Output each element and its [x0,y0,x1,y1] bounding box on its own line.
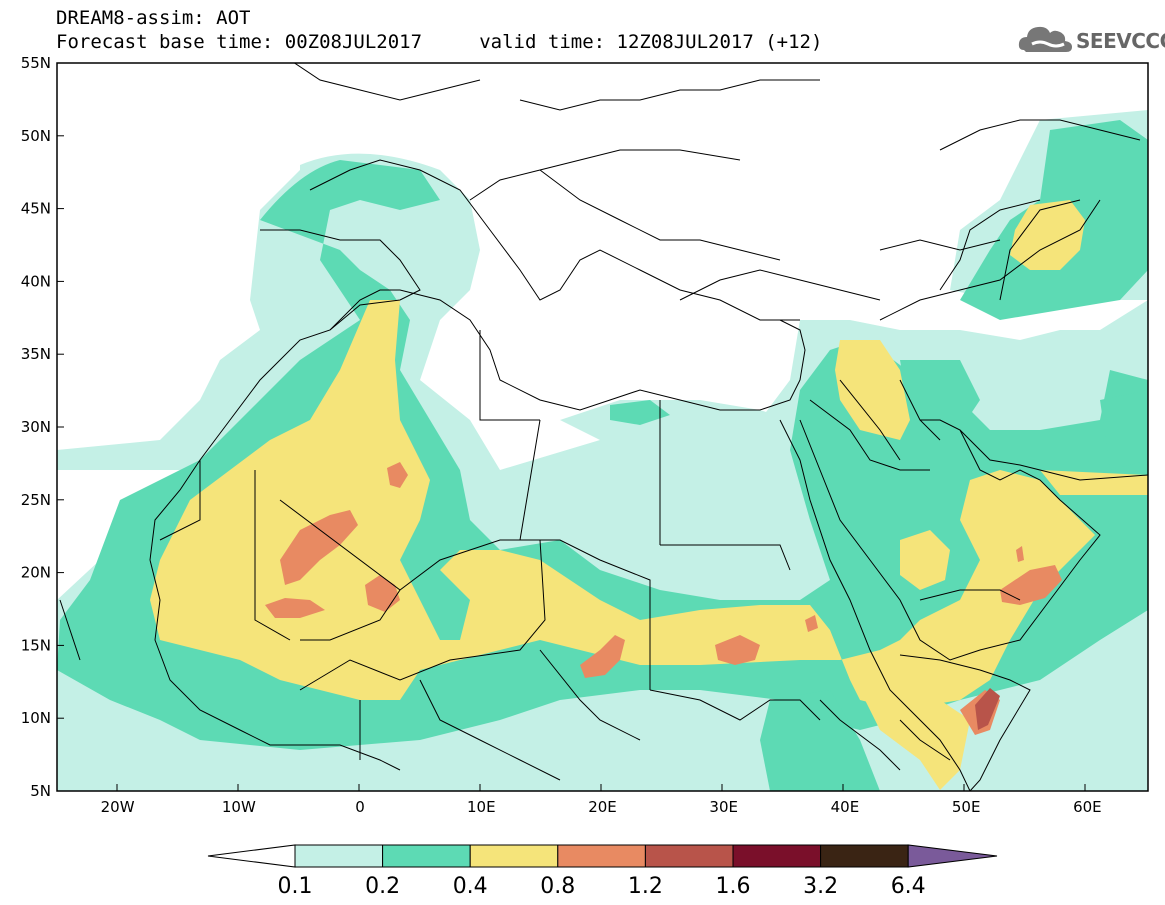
y-tick-label: 30N [21,418,51,436]
colorbar-swatch [820,844,909,868]
logo-text: SEEVCCC [1076,29,1165,53]
colorbar-level-label: 0.4 [453,874,488,899]
aot-layer-0.8 [265,462,1062,735]
seevccc-logo: SEEVCCC [1018,20,1165,60]
colorbar-swatch [732,844,822,868]
x-tick-label: 50E [952,798,981,816]
colorbar-swatch [382,844,471,868]
y-tick-label: 55N [21,54,51,72]
colorbar-level-label: 1.6 [716,874,751,899]
colorbar-over-arrow [907,844,998,868]
colorbar-level-label: 0.1 [278,874,313,899]
x-tick-label: 0 [355,798,365,816]
y-tick-label: 10N [21,709,51,727]
colorbar-level-label: 3.2 [803,874,838,899]
x-tick-label: 30E [709,798,738,816]
aot-field [57,63,1148,791]
y-tick-label: 20N [21,564,51,582]
y-tick-label: 25N [21,491,51,509]
colorbar-level-label: 0.2 [365,874,400,899]
coastlines-borders [59,63,1148,791]
y-tick-label: 40N [21,272,51,290]
cloud-icon [1018,26,1072,52]
colorbar-swatch [469,844,559,868]
x-tick-label: 10E [467,798,496,816]
y-tick-label: 50N [21,127,51,145]
y-axis: 55N 50N 45N 40N 35N 30N 25N 20N 15N 10N 5N [21,54,64,800]
aot-layer-1.2 [975,688,1000,730]
x-tick-label: 20E [588,798,617,816]
colorbar-swatch [557,844,646,868]
x-tick-label: 60E [1073,798,1102,816]
colorbar-swatch [644,844,734,868]
colorbar-under-arrow [207,844,296,868]
y-tick-label: 5N [30,782,51,800]
colorbar: 0.1 0.2 0.4 0.8 1.2 1.6 3.2 6.4 [207,844,998,899]
colorbar-level-label: 1.2 [628,874,663,899]
x-tick-label: 40E [831,798,860,816]
x-tick-label: 20W [101,798,135,816]
frame-ticks [116,784,1086,791]
x-tick-label: 10W [222,798,256,816]
y-tick-label: 15N [21,636,51,654]
colorbar-level-label: 0.8 [540,874,575,899]
y-tick-label: 45N [21,200,51,218]
colorbar-swatch [294,844,384,868]
chart-subtitle-times: Forecast base time: 00Z08JUL2017 valid t… [56,31,823,53]
y-tick-label: 35N [21,345,51,363]
chart-title: DREAM8-assim: AOT [56,7,251,29]
x-axis: 20W 10W 0 10E 20E 30E 40E 50E 60E [101,798,1102,816]
colorbar-level-label: 6.4 [891,874,926,899]
